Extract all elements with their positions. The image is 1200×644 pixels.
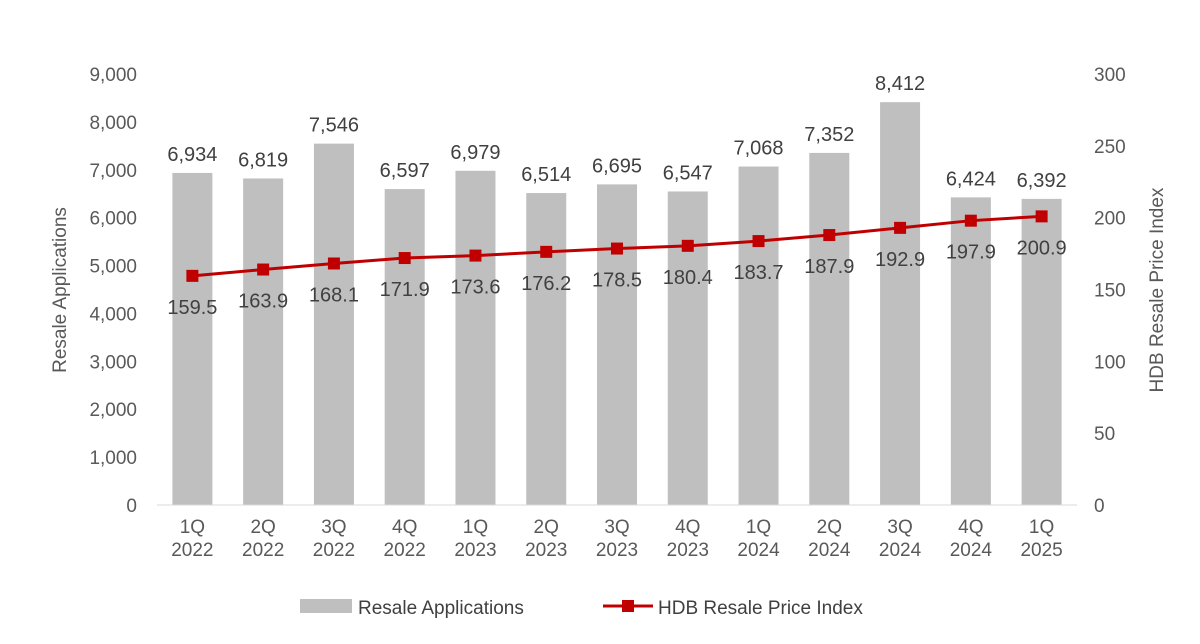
line-data-label: 187.9 — [804, 256, 854, 278]
bar — [597, 184, 637, 505]
x-tick-label: 4Q 2022 — [384, 517, 426, 561]
line-data-label: 197.9 — [946, 242, 996, 264]
x-tick-label: 1Q 2022 — [171, 517, 213, 561]
bar-data-label: 6,392 — [1017, 170, 1067, 192]
y-tick-label: 9,000 — [89, 65, 137, 86]
x-tick-label: 2Q 2022 — [242, 517, 284, 561]
y2-axis-title: HDB Resale Price Index — [1147, 187, 1168, 392]
bar — [809, 152, 850, 505]
bar-data-label: 6,597 — [380, 160, 430, 182]
line-data-label: 178.5 — [592, 270, 642, 292]
line-marker — [611, 242, 623, 255]
line-data-label: 183.7 — [734, 262, 784, 284]
bar-data-label: 6,819 — [238, 149, 288, 171]
x-tick-label: 3Q 2023 — [596, 517, 638, 561]
bar-data-label: 7,546 — [309, 115, 359, 137]
y2-tick-label: 250 — [1094, 137, 1126, 158]
line-data-label: 168.1 — [309, 284, 359, 306]
line-marker — [469, 249, 482, 262]
bar-data-label: 6,424 — [946, 168, 996, 190]
bar-data-label: 7,352 — [804, 124, 854, 146]
x-axis-ticks: 1Q 2022 2Q 2022 3Q 2022 4Q 2022 1Q 2023 2Q 2023 3Q 20… — [171, 517, 1063, 561]
line-data-label: 171.9 — [380, 279, 430, 301]
bar-labels-layer: 6,934 6,819 7,546 6,597 6,979 6,514 6,695 6,547… — [167, 73, 1066, 192]
line-marker — [540, 245, 553, 258]
bar-data-label: 6,979 — [450, 142, 500, 164]
bar — [667, 191, 708, 506]
left-axis-ticks: 0 1,000 2,000 3,000 4,000 5,000 6,000 7,000 8,00… — [89, 65, 137, 517]
legend-label-resale-applications: Resale Applications — [358, 598, 524, 619]
y-tick-label: 4,000 — [89, 304, 137, 325]
x-tick-label: 3Q 2022 — [313, 517, 355, 561]
bar — [455, 170, 496, 505]
line-marker — [964, 214, 977, 227]
x-tick-label: 1Q 2023 — [454, 517, 496, 561]
x-tick-label: 2Q 2023 — [525, 517, 567, 561]
y2-tick-label: 300 — [1094, 65, 1126, 86]
line-data-label: 159.5 — [167, 297, 217, 319]
line-marker — [327, 257, 340, 270]
bars-layer — [172, 102, 1062, 506]
y-tick-label: 5,000 — [89, 257, 137, 278]
bar-data-label: 6,934 — [167, 144, 217, 166]
x-tick-label: 2Q 2024 — [808, 517, 851, 561]
bar-data-label: 6,514 — [521, 164, 571, 186]
line-marker — [681, 239, 694, 252]
legend: Resale Applications HDB Resale Price Ind… — [300, 598, 863, 619]
line-data-label: 200.9 — [1017, 237, 1067, 259]
bar — [313, 143, 354, 506]
y2-tick-label: 150 — [1094, 281, 1126, 302]
line-data-label: 176.2 — [521, 273, 571, 295]
legend-marker-hdb-resale-price-index — [622, 600, 634, 612]
line-data-label: 192.9 — [875, 249, 925, 271]
bar — [526, 193, 567, 506]
bar — [950, 197, 991, 506]
y-tick-label: 0 — [126, 496, 137, 517]
y2-tick-label: 200 — [1094, 209, 1126, 230]
x-tick-label: 1Q 2025 — [1020, 517, 1062, 561]
legend-swatch-resale-applications — [300, 599, 352, 613]
bar — [172, 172, 213, 505]
x-tick-label: 3Q 2024 — [879, 517, 922, 561]
y2-tick-label: 0 — [1094, 496, 1105, 517]
bar — [738, 166, 779, 505]
y-tick-label: 6,000 — [89, 209, 137, 230]
y2-tick-label: 50 — [1094, 424, 1115, 445]
line-marker — [186, 269, 199, 282]
bar — [880, 102, 921, 506]
x-tick-label: 4Q 2024 — [950, 517, 993, 561]
legend-label-hdb-resale-price-index: HDB Resale Price Index — [658, 598, 863, 619]
bar-data-label: 6,547 — [663, 162, 713, 184]
y-tick-label: 1,000 — [89, 448, 137, 469]
y-tick-label: 3,000 — [89, 352, 137, 373]
line-data-label: 180.4 — [663, 267, 713, 289]
x-tick-label: 4Q 2023 — [667, 517, 709, 561]
y2-tick-label: 100 — [1094, 352, 1126, 373]
line-data-label: 173.6 — [450, 277, 500, 299]
line-layer — [186, 210, 1048, 282]
line-marker — [823, 229, 836, 242]
bar-data-label: 7,068 — [734, 138, 784, 160]
line-marker — [894, 221, 907, 234]
line-marker — [752, 235, 765, 248]
line-marker — [398, 252, 411, 265]
y-tick-label: 7,000 — [89, 161, 137, 182]
line-labels-layer: 159.5 163.9 168.1 171.9 173.6 176.2 178.5 180.4… — [167, 237, 1066, 318]
right-axis-ticks: 0 50 100 150 200 250 300 — [1094, 65, 1126, 517]
y-axis-title: Resale Applications — [50, 207, 71, 373]
line-data-label: 163.9 — [238, 291, 288, 313]
x-tick-label: 1Q 2024 — [737, 517, 780, 561]
line-marker — [257, 263, 270, 276]
y-tick-label: 8,000 — [89, 113, 137, 134]
bar — [243, 178, 284, 505]
bar — [384, 189, 425, 505]
line-marker — [1035, 210, 1048, 223]
y-tick-label: 2,000 — [89, 400, 137, 421]
bar-data-label: 6,695 — [592, 155, 642, 177]
bar — [1021, 198, 1062, 505]
bar-data-label: 8,412 — [875, 73, 925, 95]
